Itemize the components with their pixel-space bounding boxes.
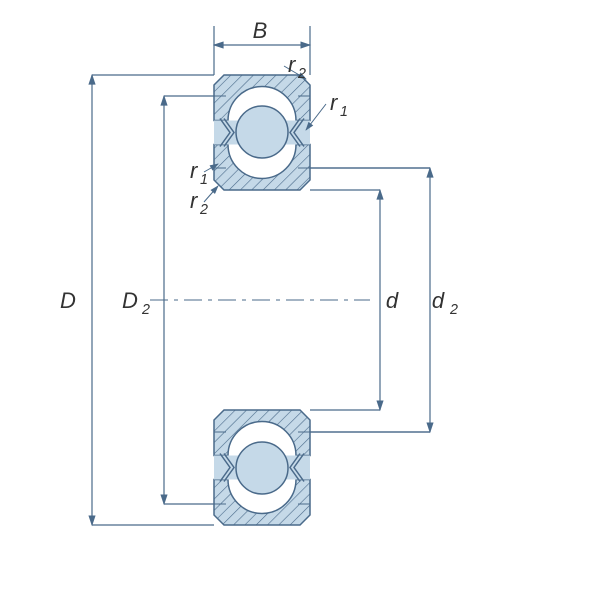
svg-text:d: d [432,288,445,313]
svg-text:D: D [122,288,138,313]
svg-text:2: 2 [199,202,208,218]
svg-text:D: D [60,288,76,313]
svg-text:2: 2 [141,302,150,318]
svg-text:2: 2 [297,66,306,82]
svg-text:B: B [253,18,268,43]
svg-text:2: 2 [449,302,458,318]
svg-text:d: d [386,288,399,313]
svg-text:1: 1 [200,172,208,188]
svg-text:1: 1 [340,104,348,120]
